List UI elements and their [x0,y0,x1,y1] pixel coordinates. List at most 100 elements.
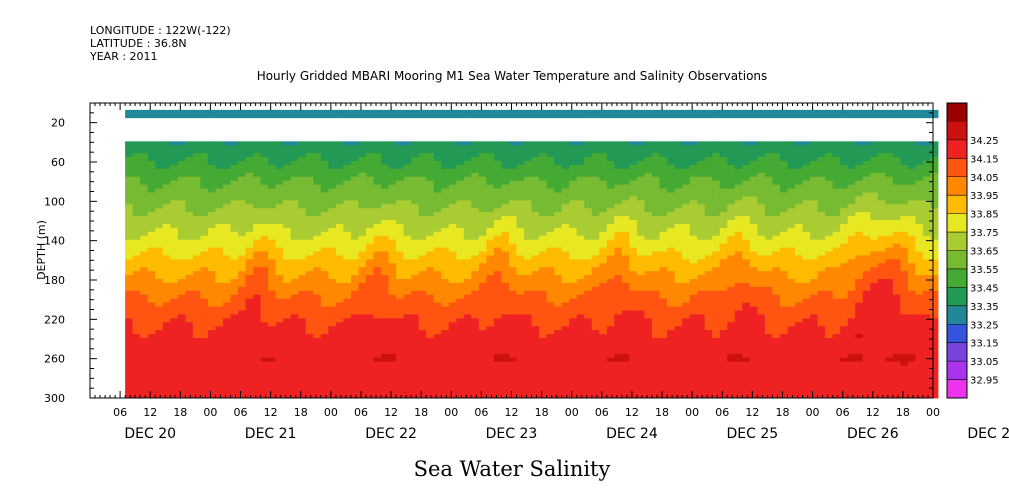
heatmap-cell [667,322,675,327]
heatmap-cell [448,318,457,323]
heatmap-cell [245,227,254,233]
heatmap-cell [659,267,668,272]
heatmap-cell [539,393,548,398]
heatmap-cell [350,157,359,162]
heatmap-cell [629,141,638,146]
heatmap-cell [433,235,442,241]
heatmap-cell [177,161,186,166]
heatmap-cell [320,369,329,374]
heatmap-cell [230,302,239,307]
heatmap-cell [253,255,262,260]
heatmap-cell [230,161,239,166]
heatmap-cell [539,204,548,209]
heatmap-cell [260,113,269,119]
heatmap-cell [177,153,186,158]
heatmap-cell [207,377,216,382]
heatmap-cell [298,157,307,162]
heatmap-cell [403,393,412,398]
heatmap-cell [222,334,231,339]
heatmap-cell [207,235,216,241]
heatmap-cell [335,326,344,331]
heatmap-cell [606,192,615,197]
heatmap-cell [140,306,149,311]
heatmap-cell [245,318,254,323]
heatmap-cell [441,286,450,292]
heatmap-cell [140,298,149,304]
heatmap-cell [486,322,495,327]
heatmap-cell [222,164,231,170]
heatmap-cell [471,188,480,193]
heatmap-cell [162,216,171,221]
heatmap-cell [667,373,675,378]
heatmap-cell [531,220,540,225]
heatmap-cell [388,330,397,335]
heatmap-cell [524,279,532,284]
heatmap-cell [192,149,201,154]
heatmap-cell [546,243,555,248]
heatmap-cell [207,286,216,292]
heatmap-cell [576,334,585,339]
heatmap-cell [222,279,231,284]
heatmap-cell [343,200,352,205]
heatmap-cell [463,192,472,197]
heatmap-cell [275,255,284,260]
heatmap-cell [268,282,277,288]
heatmap-cell [569,208,578,213]
heatmap-cell [245,290,254,296]
heatmap-cell [207,145,216,150]
heatmap-cell [636,176,645,182]
heatmap-cell [358,184,367,189]
heatmap-cell [365,275,374,280]
heatmap-cell [516,168,525,174]
heatmap-cell [606,153,615,158]
heatmap-cell [192,314,201,319]
heatmap-cell [147,369,156,374]
heatmap-cell [493,338,502,343]
heatmap-cell [365,141,374,146]
heatmap-cell [636,243,645,248]
heatmap-cell [207,141,216,146]
heatmap-cell [539,275,548,280]
heatmap-cell [170,318,179,323]
heatmap-cell [652,334,660,339]
heatmap-cell [365,381,374,386]
heatmap-cell [155,216,164,221]
heatmap-cell [245,164,254,170]
heatmap-cell [147,113,156,119]
heatmap-cell [147,389,156,394]
heatmap-cell [207,282,216,288]
heatmap-cell [298,239,307,245]
heatmap-cell [260,216,269,221]
heatmap-cell [381,294,389,300]
heatmap-cell [403,290,412,296]
heatmap-cell [298,326,307,331]
heatmap-cell [621,349,630,355]
heatmap-cell [493,345,502,351]
heatmap-cell [644,239,653,245]
heatmap-cell [463,212,472,217]
heatmap-cell [388,176,397,182]
heatmap-cell [373,381,382,386]
heatmap-cell [177,282,186,288]
heatmap-cell [629,326,638,331]
heatmap-cell [140,263,149,268]
heatmap-cell [599,235,608,241]
heatmap-cell [606,161,615,166]
heatmap-cell [358,220,367,225]
heatmap-cell [667,302,675,307]
heatmap-cell [132,220,141,225]
heatmap-cell [381,286,389,292]
heatmap-cell [305,157,314,162]
heatmap-cell [396,247,405,252]
heatmap-cell [456,279,465,284]
heatmap-cell [463,357,472,363]
heatmap-cell [335,231,344,237]
heatmap-cell [501,259,510,264]
heatmap-cell [493,385,502,390]
heatmap-cell [621,145,630,150]
heatmap-cell [501,334,510,339]
heatmap-cell [561,306,570,311]
heatmap-cell [125,184,134,189]
heatmap-cell [147,243,156,248]
heatmap-cell [584,389,593,394]
